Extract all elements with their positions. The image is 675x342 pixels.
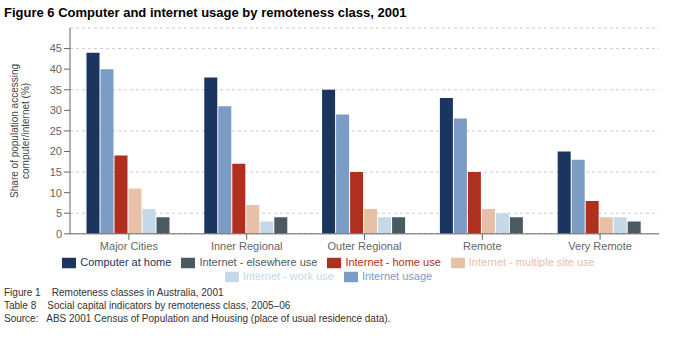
- svg-text:35: 35: [50, 84, 62, 96]
- svg-text:Inner Regional: Inner Regional: [211, 240, 283, 252]
- svg-text:5: 5: [56, 207, 62, 219]
- html-text:Internet usage: Internet usage: [361, 269, 433, 282]
- svg-text:15: 15: [50, 166, 62, 178]
- svg-text:20: 20: [50, 145, 62, 157]
- html-text:Figure 1 Remoteness classes in: Figure 1 Remoteness classes in Australia…: [4, 287, 224, 298]
- svg-text:Major Cities: Major Cities: [100, 240, 159, 252]
- svg-text:45: 45: [50, 42, 62, 54]
- html-text:Internet - multiple site use: Internet - multiple site use: [468, 255, 595, 268]
- svg-text:Remote: Remote: [463, 240, 502, 252]
- html-text:Figure 6 Computer and internet: Figure 6 Computer and internet usage by …: [4, 5, 407, 20]
- svg-text:25: 25: [50, 125, 62, 137]
- html-text:Source: ABS 2001 Census of Pop: Source: ABS 2001 Census of Population an…: [4, 313, 391, 324]
- svg-text:Outer Regional: Outer Regional: [328, 240, 402, 252]
- svg-text:30: 30: [50, 104, 62, 116]
- svg-text:0: 0: [56, 228, 62, 240]
- html-text:Internet - home use: Internet - home use: [345, 255, 441, 268]
- html-text:Table 8 Social capital indicat: Table 8 Social capital indicators by rem…: [4, 300, 291, 311]
- svg-text:Very Remote: Very Remote: [568, 240, 632, 252]
- svg-text:Share of population accessingc: Share of population accessingcomputer/in…: [9, 64, 32, 198]
- html-text:Internet - elsewhere use: Internet - elsewhere use: [199, 255, 318, 268]
- svg-text:10: 10: [50, 187, 62, 199]
- svg-text:40: 40: [50, 63, 62, 75]
- html-text:Internet - work use: Internet - work use: [242, 269, 334, 282]
- html-text:Computer at home: Computer at home: [80, 255, 172, 268]
